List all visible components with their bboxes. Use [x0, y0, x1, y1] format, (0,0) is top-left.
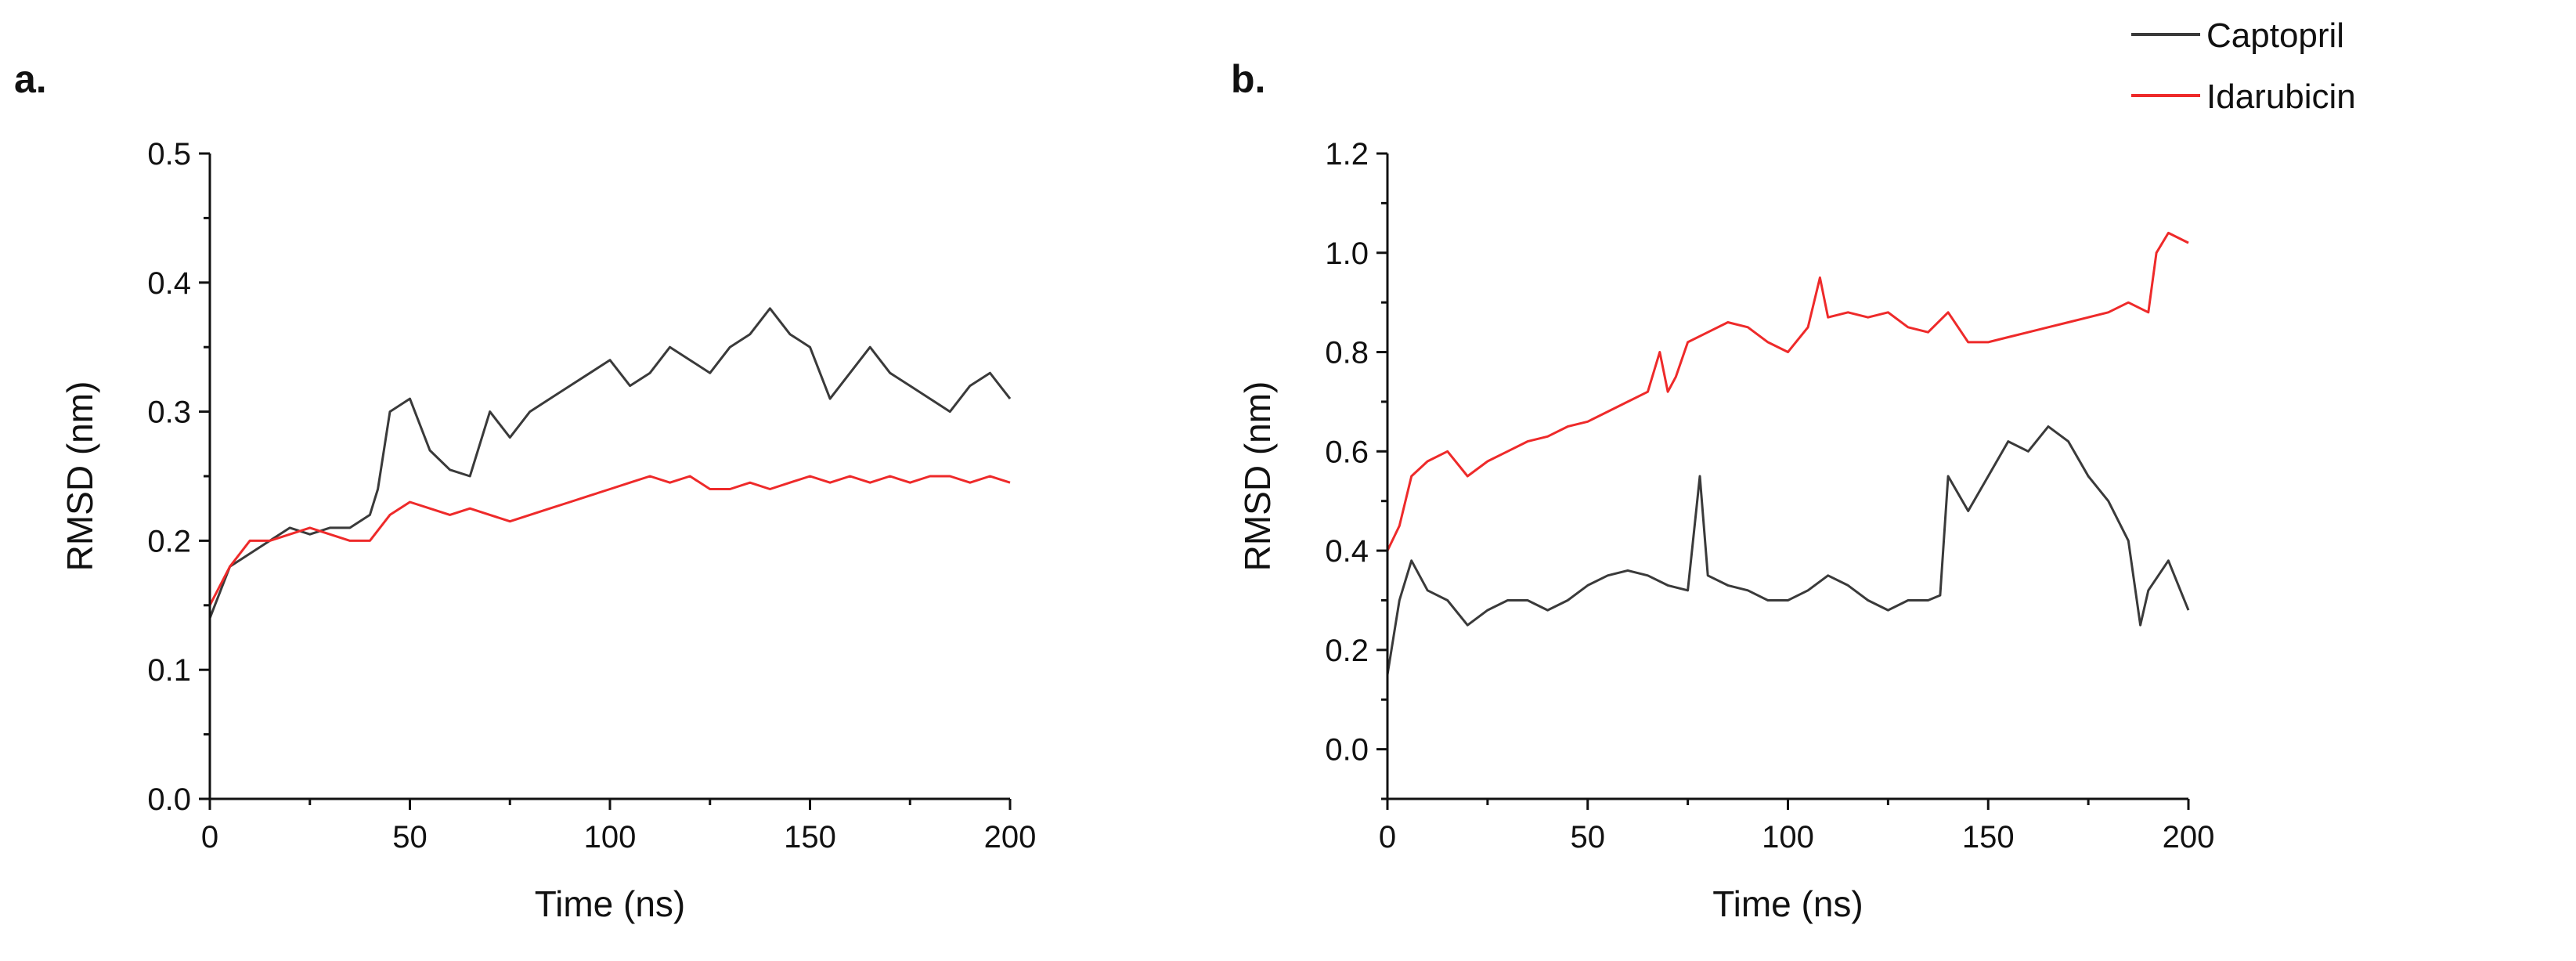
chart-panel-a: a. 0.0 0.1 0.2 0.3 0.4 0.5 0 50 100 150 200 Time … [14, 57, 1036, 924]
y-tick-group-a: 0.0 0.1 0.2 0.3 0.4 0.5 [147, 137, 210, 817]
chart-panel-b: b. 0.0 0.2 0.4 0.6 0.8 1.0 1.2 0 50 100 150 200 Ti… [1231, 57, 2214, 924]
x-tick-group-b: 0 50 100 150 200 [1379, 799, 2215, 854]
y-tick-label-b-4: 0.8 [1325, 336, 1369, 370]
x-tick-label-a-0: 0 [201, 820, 218, 854]
y-axis-title-b: RMSD (nm) [1237, 381, 1278, 572]
x-tick-group-a: 0 50 100 150 200 [201, 799, 1037, 854]
panel-label-a: a. [14, 57, 47, 101]
y-tick-label-a-4: 0.4 [147, 266, 191, 301]
series-group-a [208, 307, 1012, 619]
series-group-b [1386, 231, 2190, 675]
legend-label-idarubicin: Idarubicin [2206, 78, 2356, 116]
x-axis-title-b: Time (ns) [1712, 883, 1863, 924]
x-tick-label-b-4: 200 [2163, 820, 2215, 854]
y-tick-label-a-1: 0.1 [147, 653, 191, 688]
y-tick-label-a-3: 0.3 [147, 396, 191, 430]
panel-label-b: b. [1231, 57, 1265, 101]
x-tick-label-b-2: 100 [1762, 820, 1814, 854]
y-tick-label-a-0: 0.0 [147, 782, 191, 817]
y-tick-label-b-1: 0.2 [1325, 634, 1369, 668]
y-tick-label-b-2: 0.4 [1325, 534, 1369, 569]
y-tick-group-b: 0.0 0.2 0.4 0.6 0.8 1.0 1.2 [1325, 137, 1387, 800]
legend: Captopril Idarubicin [2131, 16, 2356, 116]
y-tick-label-a-2: 0.2 [147, 524, 191, 558]
x-tick-label-a-2: 100 [584, 820, 637, 854]
y-tick-label-b-3: 0.6 [1325, 435, 1369, 469]
series-line-captopril-b [1386, 425, 2190, 675]
legend-label-captopril: Captopril [2206, 16, 2344, 55]
y-tick-label-b-6: 1.2 [1325, 137, 1369, 172]
series-line-idarubicin-b [1386, 231, 2189, 551]
x-axis-title-a: Time (ns) [535, 883, 686, 924]
x-tick-label-b-3: 150 [1962, 820, 2015, 854]
y-tick-label-a-5: 0.5 [147, 137, 191, 172]
x-tick-label-a-4: 200 [984, 820, 1037, 854]
series-line-captopril-a [208, 307, 1012, 619]
x-tick-label-a-3: 150 [784, 820, 836, 854]
x-tick-label-b-0: 0 [1379, 820, 1396, 854]
x-tick-label-b-1: 50 [1571, 820, 1606, 854]
y-axis-title-a: RMSD (nm) [60, 381, 100, 572]
y-tick-label-b-5: 1.0 [1325, 237, 1369, 271]
y-tick-label-b-0: 0.0 [1325, 733, 1369, 768]
series-line-idarubicin-a [208, 475, 1011, 606]
x-tick-label-a-1: 50 [392, 820, 428, 854]
